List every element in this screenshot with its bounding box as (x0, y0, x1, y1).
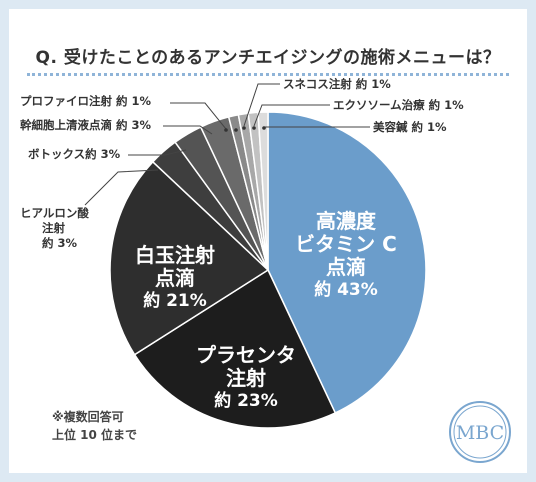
leader-dot-sunekos (242, 126, 246, 130)
slice-value-acupuncture: 約 1% (411, 120, 447, 134)
pie-slice-1 (133, 268, 337, 429)
chart-title: Q. 受けたことのあるアンチエイジングの施術メニューは？ (35, 48, 501, 68)
slice-label-vitamin-c: 高濃度 ビタミン C 点滴 約 43% (286, 210, 406, 302)
title-divider (27, 73, 509, 76)
slice-label-shiratama-line2: 点滴 (155, 266, 195, 290)
slice-label-sunekos-text: スネコス注射 (283, 77, 352, 91)
leader-dot-profhilo (224, 128, 228, 132)
slice-label-stemcell: 幹細胞上清液点滴 約 3% (20, 118, 151, 133)
slice-label-vitamin-c-line1: 高濃度 (316, 209, 376, 233)
leader-line-botox (128, 149, 187, 156)
slice-label-profhilo-text: プロファイロ注射 (20, 94, 112, 108)
leader-dot-exosome (252, 126, 256, 130)
slice-value-botox: 約 3% (85, 147, 121, 161)
slice-label-exosome-text: エクソソーム治療 (333, 98, 425, 112)
mbc-logo-text: MBC (456, 422, 504, 444)
footnote-line1: ※複数回答可 (52, 410, 124, 424)
leader-line-sunekos (243, 83, 280, 127)
pie-slice-2 (109, 160, 270, 356)
slice-value-profhilo: 約 1% (116, 94, 152, 108)
slice-label-placenta-line2: 注射 (226, 366, 266, 390)
footnote: ※複数回答可 上位 10 位まで (52, 408, 137, 444)
leader-line-hyaluron (84, 169, 159, 206)
pie-slice-0 (267, 111, 427, 414)
slice-label-botox: ボトックス約 3% (28, 147, 120, 162)
slice-label-stemcell-text: 幹細胞上清液点滴 (20, 118, 112, 132)
slice-label-hyaluron-line2: 注射 (42, 221, 65, 235)
leader-line-stemcell (163, 125, 213, 135)
slice-value-exosome: 約 1% (428, 98, 464, 112)
mbc-logo: MBC (449, 401, 511, 463)
slice-label-exosome: エクソソーム治療 約 1% (333, 98, 464, 113)
slice-label-botox-text: ボトックス (28, 147, 86, 161)
slice-value-hyaluron: 約 3% (42, 236, 78, 250)
slice-label-hyaluron-line1: ヒアルロン酸 (20, 206, 89, 220)
leader-dot-acupuncture (262, 126, 266, 130)
slice-label-sunekos: スネコス注射 約 1% (283, 77, 391, 92)
slice-value-vitamin-c: 約 43% (314, 280, 378, 300)
slice-label-shiratama-line1: 白玉注射 (135, 243, 215, 267)
slice-value-shiratama: 約 21% (143, 291, 207, 311)
slice-value-stemcell: 約 3% (116, 118, 152, 132)
slice-label-hyaluron: ヒアルロン酸 注射 約 3% (20, 206, 89, 251)
slice-label-profhilo: プロファイロ注射 約 1% (20, 94, 151, 109)
leader-line-exosome (253, 104, 330, 127)
slice-label-shiratama: 白玉注射 点滴 約 21% (120, 244, 230, 313)
slice-label-placenta-line1: プラセンタ (196, 343, 296, 367)
leader-line-profhilo (170, 102, 227, 130)
footnote-line2: 上位 10 位まで (52, 428, 138, 442)
slice-value-placenta: 約 23% (214, 391, 278, 411)
slice-label-acupuncture: 美容鍼 約 1% (373, 120, 447, 135)
slice-label-placenta: プラセンタ 注射 約 23% (186, 344, 306, 413)
slice-value-sunekos: 約 1% (355, 77, 391, 91)
slice-label-vitamin-c-line2: ビタミン C (295, 232, 397, 256)
leader-dot-stemcell (234, 128, 238, 132)
pie-slice-9 (257, 111, 269, 271)
slice-label-acupuncture-text: 美容鍼 (373, 120, 408, 134)
slice-label-vitamin-c-line3: 点滴 (326, 255, 366, 279)
